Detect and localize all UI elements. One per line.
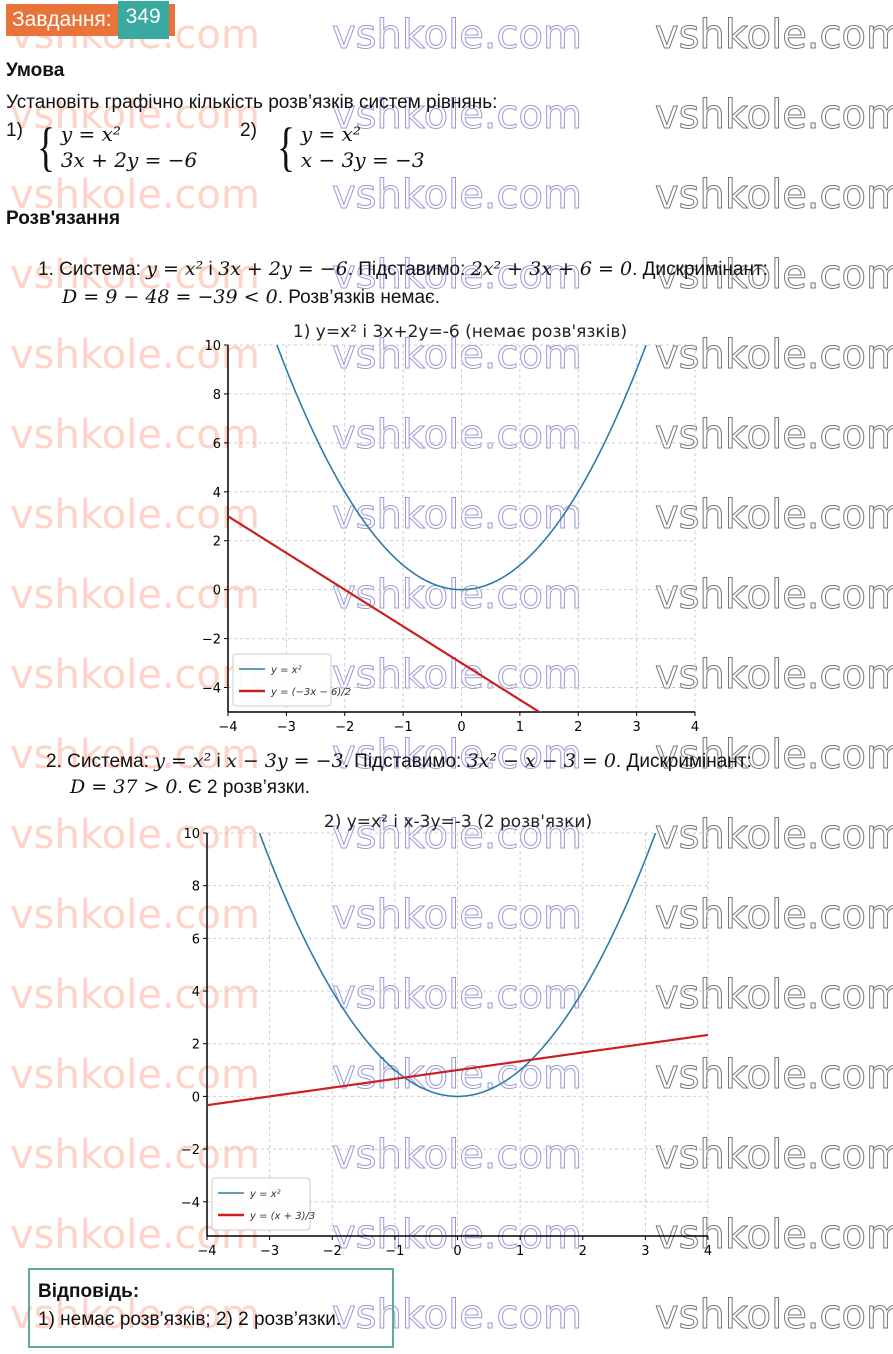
legend-label: y = x²: [249, 1189, 281, 1200]
formula: D = 9 − 48 = −39 < 0: [62, 286, 278, 308]
equation: y = x²: [300, 122, 361, 146]
y-tick-label: −4: [181, 1196, 200, 1211]
badge-tail: [168, 4, 175, 36]
text: . Дискримінант:: [632, 259, 768, 280]
y-tick-label: 2: [213, 535, 221, 550]
system-number: 2): [240, 120, 257, 141]
answer-box: Відповідь: 1) немає розв’язків; 2) 2 роз…: [28, 1268, 394, 1348]
series-line-2: [228, 515, 542, 712]
step-2-line-2: D = 37 > 0. Є 2 розв’язки.: [70, 776, 310, 799]
task-number: 349: [117, 1, 169, 39]
text: . Є 2 розв’язки.: [177, 777, 311, 798]
x-tick-label: −1: [385, 1244, 404, 1259]
step-1-line-2: D = 9 − 48 = −39 < 0. Розв’язків немає.: [62, 286, 440, 309]
text: 1. Система:: [38, 259, 147, 280]
x-tick-label: −2: [323, 1244, 342, 1259]
condition-text: Установіть графічно кількість розв’язків…: [6, 92, 498, 113]
step-1-line-1: 1. Система: y = x² і 3x + 2y = −6. Підст…: [38, 258, 768, 281]
system-1: 1) { y = x² 3x + 2y = −6: [6, 120, 197, 174]
formula: 3x² − x − 3 = 0: [466, 750, 616, 772]
y-tick-label: 4: [192, 985, 200, 1000]
brace: {: [276, 117, 295, 177]
x-tick-label: 2: [579, 1244, 587, 1259]
legend-label: y = (x + 3)/3: [249, 1211, 315, 1222]
equation: y = x²: [60, 122, 121, 146]
formula: y = x²: [146, 258, 204, 280]
chart-1: 1) y=x² і 3x+2y=-6 (немає розв'язків) −4 −…: [202, 322, 699, 735]
y-tick-label: 6: [213, 437, 221, 452]
watermark: vshkole.com: [655, 1292, 893, 1339]
formula: 3x + 2y = −6: [218, 258, 348, 280]
x-tick-label: −4: [197, 1244, 216, 1259]
y-tick-label: −4: [202, 682, 221, 697]
answer-heading: Відповідь:: [38, 1281, 140, 1302]
legend-box: [232, 653, 332, 707]
y-tick-label: 8: [213, 388, 221, 403]
watermark: vshkole.com: [332, 12, 583, 59]
watermark: vshkole.com: [655, 172, 893, 219]
x-tick-label: 3: [632, 720, 640, 735]
y-tick-label: 0: [192, 1090, 200, 1105]
text: 2. Система:: [46, 751, 155, 772]
formula: D = 37 > 0: [70, 776, 178, 798]
y-tick-label: 0: [213, 584, 221, 599]
text: і: [211, 751, 227, 772]
y-tick-label: 4: [213, 486, 221, 501]
solution-heading: Розв'язання: [6, 208, 121, 229]
step-2-line-1: 2. Система: y = x² і x − 3y = −3. Підста…: [46, 750, 752, 773]
watermark: vshkole.com: [332, 172, 583, 219]
x-tick-label: 1: [516, 1244, 524, 1259]
y-tick-label: −2: [202, 633, 221, 648]
watermark: vshkole.com: [655, 92, 893, 139]
chart-title: 2) y=x² і x-3y=-3 (2 розв'язки): [324, 812, 592, 832]
system-2: 2) { y = x² x − 3y = −3: [240, 120, 425, 174]
condition-heading: Умова: [6, 60, 65, 81]
y-tick-label: 10: [183, 827, 200, 842]
series-line-2: [207, 1033, 708, 1107]
y-tick-label: 10: [204, 339, 221, 354]
system-number: 1): [6, 120, 23, 141]
x-tick-label: 4: [691, 720, 699, 735]
equation: 3x + 2y = −6: [60, 148, 198, 172]
series-line-1: [258, 833, 657, 1098]
answer-text: 1) немає розв’язків; 2) 2 розв’язки.: [38, 1309, 342, 1330]
y-tick-label: 8: [192, 880, 200, 895]
x-tick-label: −4: [218, 720, 237, 735]
text: . Підставимо:: [347, 259, 471, 280]
brace: {: [36, 117, 55, 177]
x-tick-label: −3: [277, 720, 296, 735]
y-tick-label: 2: [192, 1038, 200, 1053]
series-line-1: [276, 345, 647, 591]
formula: 2x² + 3x + 6 = 0: [470, 258, 633, 280]
y-tick-label: 6: [192, 932, 200, 947]
equation: x − 3y = −3: [300, 148, 425, 172]
y-tick-label: −2: [181, 1143, 200, 1158]
x-tick-label: −2: [335, 720, 354, 735]
chart-2: 2) y=x² і x-3y=-3 (2 розв'язки) −4 −3 −2 −1 0…: [181, 812, 712, 1259]
text: . Підставимо:: [343, 751, 467, 772]
legend-box: [211, 1177, 311, 1231]
x-tick-label: 1: [516, 720, 524, 735]
legend-label: y = (−3x − 6)/2: [270, 687, 351, 698]
x-tick-label: 3: [641, 1244, 649, 1259]
chart-title: 1) y=x² і 3x+2y=-6 (немає розв'язків): [293, 322, 627, 342]
formula: y = x²: [154, 750, 212, 772]
text: і: [203, 259, 219, 280]
x-tick-label: −1: [394, 720, 413, 735]
task-label: Завдання:: [6, 4, 118, 36]
x-tick-label: 4: [704, 1244, 712, 1259]
watermark: vshkole.com: [655, 12, 893, 59]
task-badge: Завдання: 349: [6, 1, 175, 39]
x-tick-label: 0: [453, 1244, 461, 1259]
x-tick-label: 0: [457, 720, 465, 735]
x-tick-label: −3: [260, 1244, 279, 1259]
legend-label: y = x²: [270, 665, 302, 676]
x-tick-label: 2: [574, 720, 582, 735]
formula: x − 3y = −3: [226, 750, 344, 772]
text: . Розв’язків немає.: [277, 287, 441, 308]
text: . Дискримінант:: [615, 751, 752, 772]
